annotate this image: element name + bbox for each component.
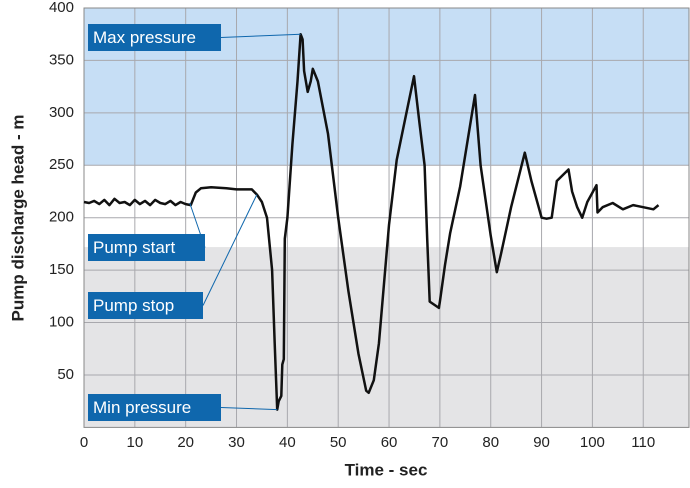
annotation-pointer [202,194,258,306]
annotation-box [88,394,221,421]
x-tick-label: 60 [381,434,398,451]
x-tick-label: 40 [279,434,296,451]
y-tick-label: 100 [49,314,74,331]
x-axis-title: Time - sec [345,460,428,479]
annotation-text: Min pressure [93,398,191,417]
x-tick-label: 50 [330,434,347,451]
x-tick-label: 10 [126,434,143,451]
plot-area [83,7,690,428]
y-tick-label: 300 [49,104,74,121]
x-tick-label: 110 [631,434,655,451]
x-tick-label: 80 [482,434,499,451]
x-tick-label: 30 [228,434,245,451]
annotation-box [88,234,205,261]
y-tick-label: 150 [49,261,74,278]
x-tick-label: 70 [432,434,449,451]
y-tick-label: 400 [49,0,74,16]
plot-border [83,7,690,428]
annotation-pointer [220,407,278,411]
y-tick-label: 350 [49,51,74,68]
x-tick-label: 100 [580,434,605,451]
data-line [83,32,660,411]
annotation-box [88,24,221,51]
annotation-pointer [220,33,301,38]
annotation-text: Pump stop [93,296,174,315]
y-axis-title: Pump discharge head - m [8,115,27,322]
annotation-text: Max pressure [93,28,196,47]
x-tick-label: 0 [80,434,88,451]
y-tick-label: 250 [49,156,74,173]
y-tick-label: 50 [57,366,74,383]
annotation-box [88,292,203,319]
x-tick-label: 90 [533,434,550,451]
y-tick-label: 200 [49,209,74,226]
x-tick-label: 20 [177,434,194,451]
annotation-text: Pump start [93,238,175,257]
